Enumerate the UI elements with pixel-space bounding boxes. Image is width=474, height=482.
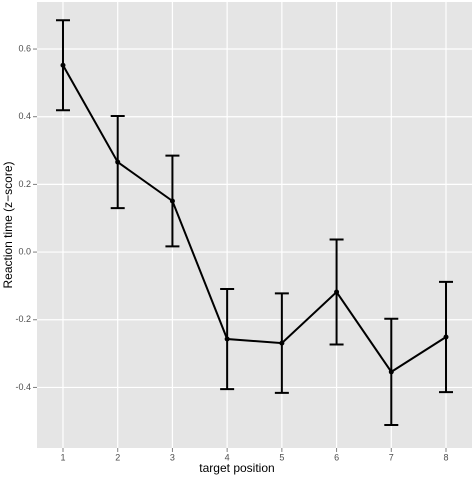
point — [169, 198, 175, 204]
point — [334, 289, 340, 295]
plot-background — [37, 2, 472, 448]
x-tick-label: 4 — [225, 452, 230, 462]
point — [224, 336, 230, 342]
x-tick-label: 2 — [115, 452, 120, 462]
point — [388, 369, 394, 375]
y-tick-label: 0.6 — [18, 43, 31, 53]
x-axis-label: target position — [199, 461, 274, 475]
x-tick-label: 5 — [279, 452, 284, 462]
x-tick-label: 1 — [60, 452, 65, 462]
y-tick-label: -0.4 — [15, 382, 31, 392]
y-tick-label: 0.4 — [18, 111, 31, 121]
x-tick-label: 6 — [334, 452, 339, 462]
y-tick-label: 0.2 — [18, 179, 31, 189]
x-tick-label: 3 — [170, 452, 175, 462]
line — [62, 64, 447, 374]
point — [115, 159, 121, 165]
point — [279, 340, 285, 346]
y-axis-label: Reaction time (z−score) — [1, 161, 15, 288]
point — [443, 334, 449, 340]
y-tick-label: -0.2 — [15, 314, 31, 324]
point — [60, 62, 66, 68]
x-tick-label: 8 — [444, 452, 449, 462]
x-tick-label: 7 — [389, 452, 394, 462]
y-tick-label: 0.0 — [18, 246, 31, 256]
